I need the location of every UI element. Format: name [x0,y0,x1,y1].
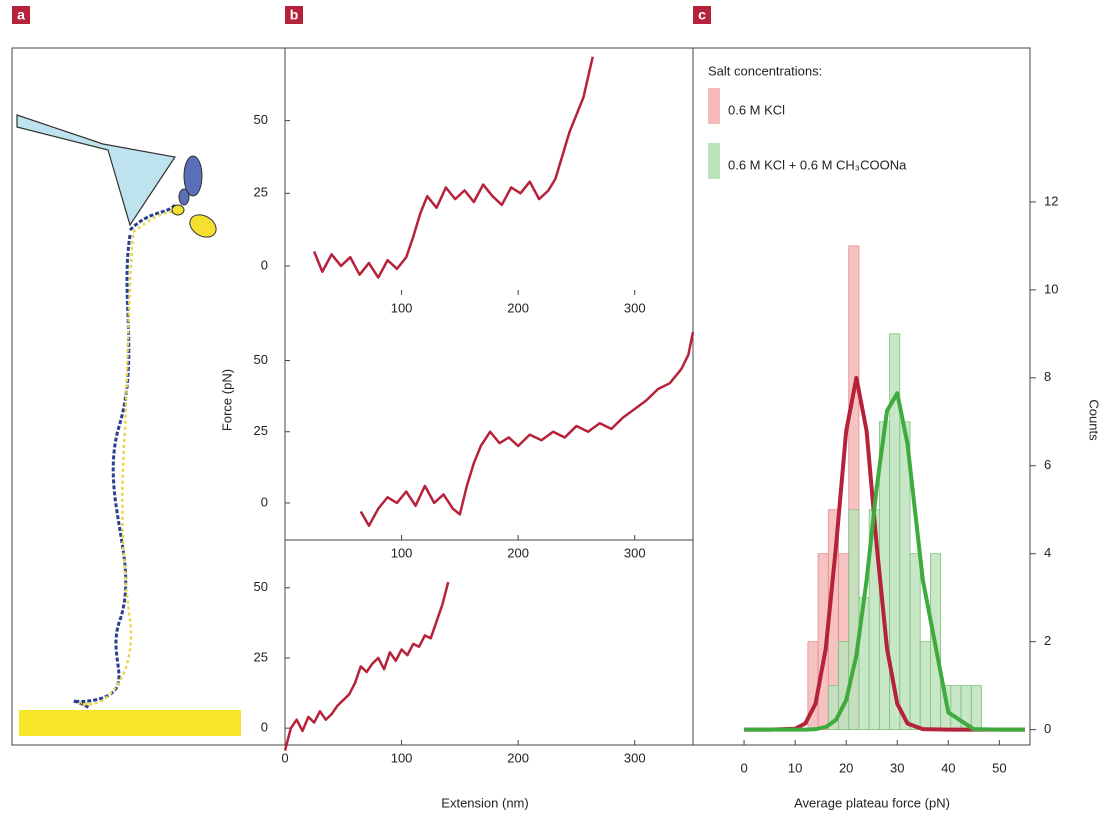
frame [11,47,1031,746]
histogram-bar [838,641,850,731]
y-tick-label: 25 [254,423,268,438]
legend-label: 0.6 M KCl [728,102,785,117]
legend-swatch [708,88,720,124]
x-tick-label: 20 [839,760,853,775]
y-tick-label: 25 [254,649,268,664]
protein-domain [183,155,203,197]
histogram-bar [848,509,860,731]
schematic [16,114,241,736]
y-tick-label: 6 [1044,457,1051,472]
protein-domain [171,204,185,216]
x-axis-label: Average plateau force (pN) [794,795,950,810]
y-tick-label: 50 [254,579,268,594]
panel-label: b [290,7,299,23]
y-tick-label: 12 [1044,193,1058,208]
legend-title: Salt concentrations: [708,63,822,78]
y-tick-label: 25 [254,185,268,200]
protein-domain [189,214,217,238]
histogram-bar [919,641,931,731]
y-tick-label: 4 [1044,545,1051,560]
legend-label: 0.6 M KCl + 0.6 M CH₃COONa [728,157,907,172]
x-tick-label: 0 [740,760,747,775]
panel-label: a [17,7,25,23]
x-tick-label: 50 [992,760,1006,775]
y-tick-label: 0 [261,720,268,735]
y-axis-label: Force (pN) [219,369,234,431]
dna-strand [78,210,179,707]
histogram-bar [950,685,962,731]
fit-curve [744,391,1025,732]
trace [312,56,594,279]
trace [359,331,695,528]
histogram-bar [909,553,921,731]
panel-label: c [698,7,706,23]
panel-label-box [285,6,303,24]
x-tick-label: 100 [391,545,413,560]
fit-curve [744,375,1025,732]
x-tick-label: 100 [391,300,413,315]
y-tick-label: 50 [254,352,268,367]
x-tick-label: 100 [391,750,413,765]
x-tick-label: 300 [624,545,646,560]
y-tick-label: 2 [1044,633,1051,648]
y-axis-label: Counts [1087,399,1102,441]
x-tick-label: 40 [941,760,955,775]
cantilever [16,114,177,227]
y-tick-label: 0 [261,257,268,272]
x-tick-label: 200 [507,545,529,560]
legend-swatch [708,143,720,179]
substrate [19,710,241,736]
histogram-bar [970,685,982,731]
x-axis-label: Extension (nm) [441,795,528,810]
y-tick-label: 8 [1044,369,1051,384]
panel-label-box [12,6,30,24]
x-tick-label: 300 [624,300,646,315]
panel-label-box [693,6,711,24]
trace [283,581,450,751]
x-tick-label: 300 [624,750,646,765]
x-tick-label: 10 [788,760,802,775]
y-tick-label: 0 [1044,721,1051,736]
x-tick-label: 200 [507,300,529,315]
y-tick-label: 50 [254,112,268,127]
y-tick-label: 0 [261,494,268,509]
y-tick-label: 10 [1044,281,1058,296]
x-tick-label: 30 [890,760,904,775]
dna-strand [72,203,177,710]
x-tick-label: 200 [507,750,529,765]
x-tick-label: 0 [281,750,288,765]
protein-domain [178,188,190,206]
